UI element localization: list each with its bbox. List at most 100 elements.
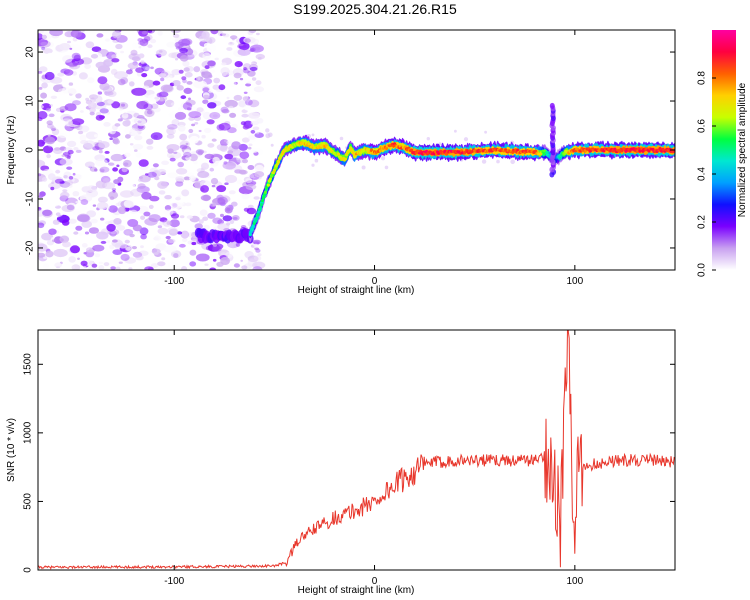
ridge-cell	[343, 157, 348, 161]
noise-blob	[157, 30, 163, 36]
snr-ytick-label: 1500	[23, 353, 34, 376]
noise-blob	[95, 158, 108, 167]
noise-blob	[38, 38, 48, 47]
noise-blob	[46, 240, 54, 246]
ridge-cell	[266, 183, 270, 187]
noise-blob	[226, 207, 231, 212]
speckle	[381, 156, 386, 161]
ridge-cell	[260, 199, 264, 203]
ridge-cell	[258, 206, 262, 210]
noise-blob	[81, 243, 88, 248]
noise-blob	[211, 245, 222, 252]
noise-blob	[132, 251, 143, 258]
noise-blob	[38, 66, 48, 73]
noise-blob	[204, 65, 210, 70]
noise-blob	[207, 60, 216, 67]
noise-blob	[243, 63, 251, 70]
noise-blob	[166, 41, 176, 48]
noise-blob	[134, 149, 138, 152]
noise-blob	[194, 122, 199, 125]
noise-blob	[99, 108, 109, 114]
noise-blob	[113, 218, 122, 225]
noise-blob	[156, 49, 167, 57]
noise-blob	[140, 234, 147, 240]
noise-blob	[146, 145, 154, 150]
noise-blob	[249, 48, 255, 53]
ridge-cell	[271, 171, 275, 175]
noise-blob	[222, 215, 233, 222]
spike-cell	[549, 102, 555, 109]
noise-blob	[251, 77, 257, 81]
noise-blob	[38, 30, 44, 35]
noise-blob	[162, 219, 172, 227]
noise-blob	[78, 30, 85, 33]
noise-blob	[236, 224, 242, 228]
noise-blob	[111, 212, 119, 218]
noise-blob	[244, 251, 254, 259]
noise-blob	[79, 134, 87, 142]
noise-blob	[175, 58, 178, 61]
noise-blob	[116, 225, 126, 231]
noise-blob	[248, 173, 255, 179]
noise-blob	[94, 121, 98, 125]
noise-blob	[118, 243, 127, 249]
noise-blob	[205, 245, 213, 251]
noise-blob	[42, 48, 53, 54]
noise-blob	[46, 200, 60, 208]
noise-blob	[68, 121, 73, 125]
noise-blob	[93, 101, 107, 110]
noise-blob	[231, 201, 238, 207]
noise-blob	[138, 53, 145, 59]
noise-blob	[58, 132, 68, 139]
noise-blob	[67, 40, 71, 44]
noise-blob	[41, 82, 48, 89]
noise-blob	[158, 73, 167, 78]
noise-blob	[242, 158, 248, 164]
noise-blob	[51, 237, 55, 240]
noise-blob	[69, 64, 75, 68]
noise-blob	[165, 74, 173, 82]
noise-blob	[188, 111, 202, 119]
noise-blob	[112, 138, 120, 145]
speckle	[481, 159, 487, 164]
noise-blob	[128, 267, 133, 270]
noise-blob	[160, 84, 173, 92]
noise-blob	[250, 129, 256, 134]
ridge-cell	[275, 163, 279, 166]
noise-blob	[216, 185, 227, 193]
snr-plot	[38, 330, 675, 570]
noise-blob	[139, 227, 149, 236]
noise-blob	[166, 127, 177, 135]
noise-blob	[169, 210, 177, 217]
noise-blob	[63, 175, 68, 179]
noise-blob	[38, 139, 45, 147]
noise-blob	[57, 72, 65, 77]
noise-blob	[129, 233, 135, 238]
noise-blob	[94, 168, 98, 172]
noise-blob	[42, 209, 53, 216]
noise-blob	[130, 188, 143, 197]
noise-blob	[196, 107, 204, 113]
noise-blob	[67, 149, 74, 155]
noise-blob	[152, 163, 159, 168]
noise-blob	[98, 141, 110, 149]
noise-blob	[65, 58, 79, 67]
noise-blob	[78, 232, 83, 236]
noise-blob	[140, 215, 146, 220]
snr-ytick-label: 500	[23, 493, 34, 510]
noise-blob	[189, 175, 196, 182]
noise-blob	[145, 66, 150, 71]
noise-blob	[222, 161, 228, 165]
noise-blob	[44, 71, 55, 81]
noise-blob	[60, 191, 70, 199]
noise-blob	[38, 207, 42, 211]
speckle	[454, 129, 457, 133]
ridge-cell	[256, 213, 260, 217]
noise-blob	[139, 38, 149, 47]
noise-blob	[152, 80, 161, 86]
noise-blob	[108, 131, 113, 134]
noise-blob	[138, 250, 149, 257]
noise-blob	[135, 152, 142, 158]
speckle	[426, 137, 430, 141]
